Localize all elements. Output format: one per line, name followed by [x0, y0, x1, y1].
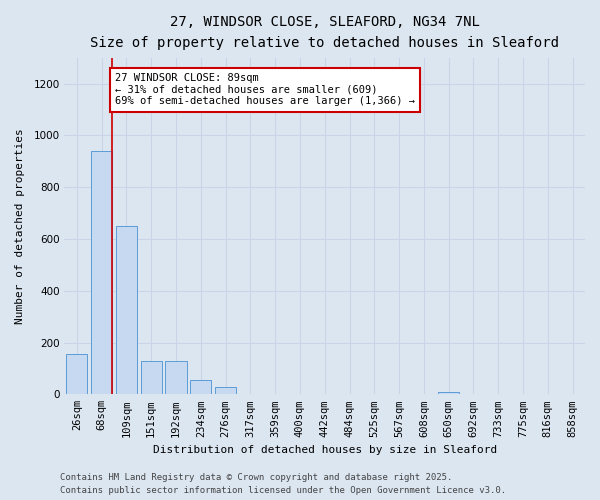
Bar [215, 386, 236, 394]
Text: Contains HM Land Registry data © Crown copyright and database right 2025.
Contai: Contains HM Land Registry data © Crown c… [60, 474, 506, 495]
Bar [140, 360, 162, 394]
Bar [67, 354, 88, 395]
Title: 27, WINDSOR CLOSE, SLEAFORD, NG34 7NL
Size of property relative to detached hous: 27, WINDSOR CLOSE, SLEAFORD, NG34 7NL Si… [90, 15, 559, 50]
Bar [166, 360, 187, 394]
Bar [116, 226, 137, 394]
Bar [438, 392, 459, 394]
Y-axis label: Number of detached properties: Number of detached properties [15, 128, 25, 324]
X-axis label: Distribution of detached houses by size in Sleaford: Distribution of detached houses by size … [152, 445, 497, 455]
Bar [91, 151, 112, 394]
Text: 27 WINDSOR CLOSE: 89sqm
← 31% of detached houses are smaller (609)
69% of semi-d: 27 WINDSOR CLOSE: 89sqm ← 31% of detache… [115, 73, 415, 106]
Bar [190, 380, 211, 394]
